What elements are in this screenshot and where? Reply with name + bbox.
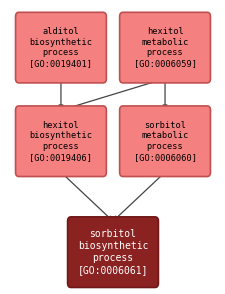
FancyBboxPatch shape: [67, 217, 158, 288]
FancyBboxPatch shape: [16, 12, 106, 83]
FancyBboxPatch shape: [119, 106, 209, 176]
Text: hexitol
metabolic
process
[GO:0006059]: hexitol metabolic process [GO:0006059]: [133, 27, 196, 68]
Text: hexitol
biosynthetic
process
[GO:0019406]: hexitol biosynthetic process [GO:0019406…: [29, 121, 92, 162]
FancyBboxPatch shape: [119, 12, 209, 83]
Text: sorbitol
biosynthetic
process
[GO:0006061]: sorbitol biosynthetic process [GO:000606…: [77, 229, 148, 275]
Text: alditol
biosynthetic
process
[GO:0019401]: alditol biosynthetic process [GO:0019401…: [29, 27, 92, 68]
FancyBboxPatch shape: [16, 106, 106, 176]
Text: sorbitol
metabolic
process
[GO:0006060]: sorbitol metabolic process [GO:0006060]: [133, 121, 196, 162]
